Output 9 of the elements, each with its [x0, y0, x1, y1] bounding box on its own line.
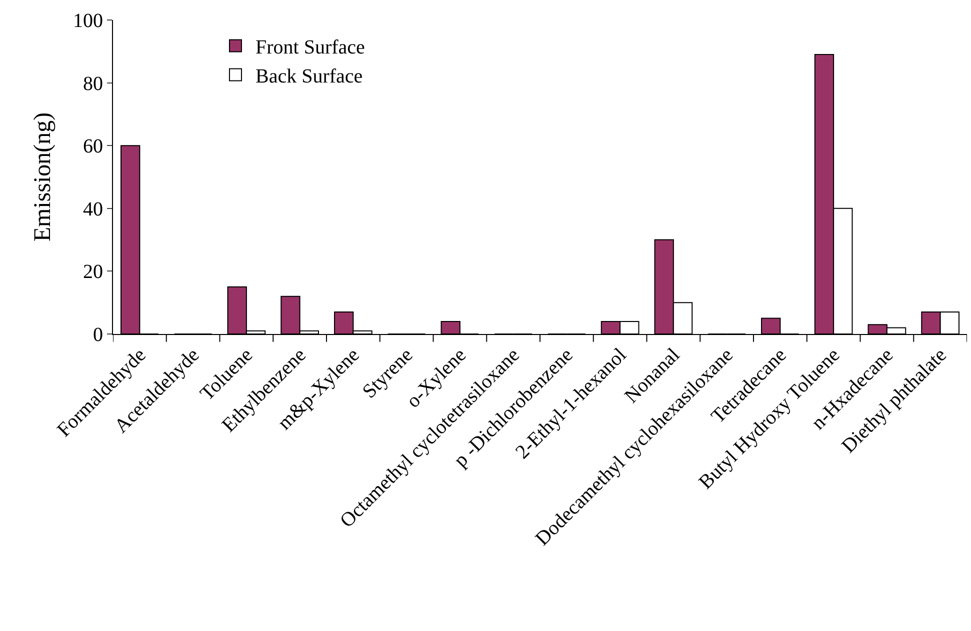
y-tick-label: 40 — [83, 198, 103, 220]
legend-label: Front Surface — [255, 36, 366, 59]
y-tick-label: 0 — [93, 324, 103, 346]
y-tick-label: 80 — [83, 72, 103, 95]
y-tick-label: 100 — [73, 10, 103, 32]
y-axis-title: Emission(ng) — [30, 112, 56, 242]
y-tick-label: 20 — [83, 261, 103, 284]
y-tick-label: 60 — [83, 136, 103, 158]
legend-label: Back Surface — [255, 66, 363, 88]
